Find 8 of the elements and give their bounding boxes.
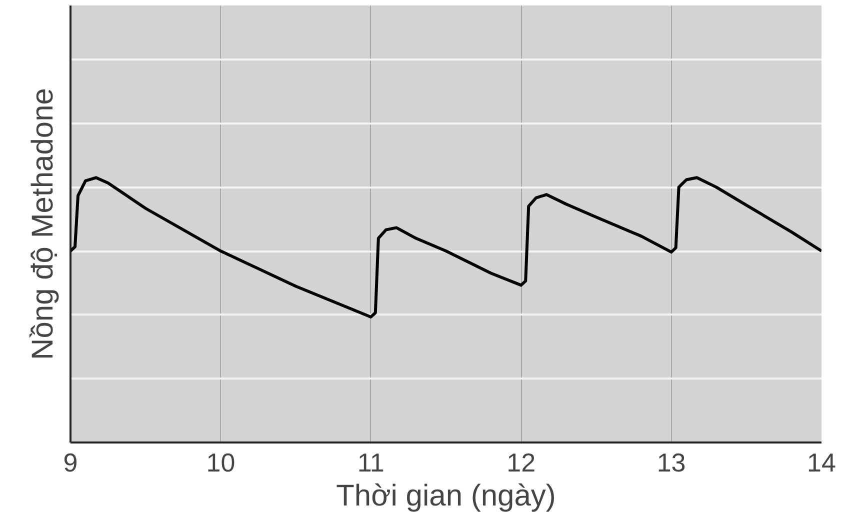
x-tick-label: 13 bbox=[656, 448, 686, 478]
x-tick-label: 9 bbox=[63, 448, 78, 478]
x-tick-label: 11 bbox=[357, 448, 384, 478]
x-tick-label: 10 bbox=[206, 448, 236, 478]
y-axis-title: Nồng độ Methadone bbox=[26, 88, 60, 360]
x-axis-title: Thời gian (ngày) bbox=[336, 480, 556, 512]
x-tick-label: 12 bbox=[506, 448, 536, 478]
x-tick-label: 14 bbox=[807, 448, 836, 478]
